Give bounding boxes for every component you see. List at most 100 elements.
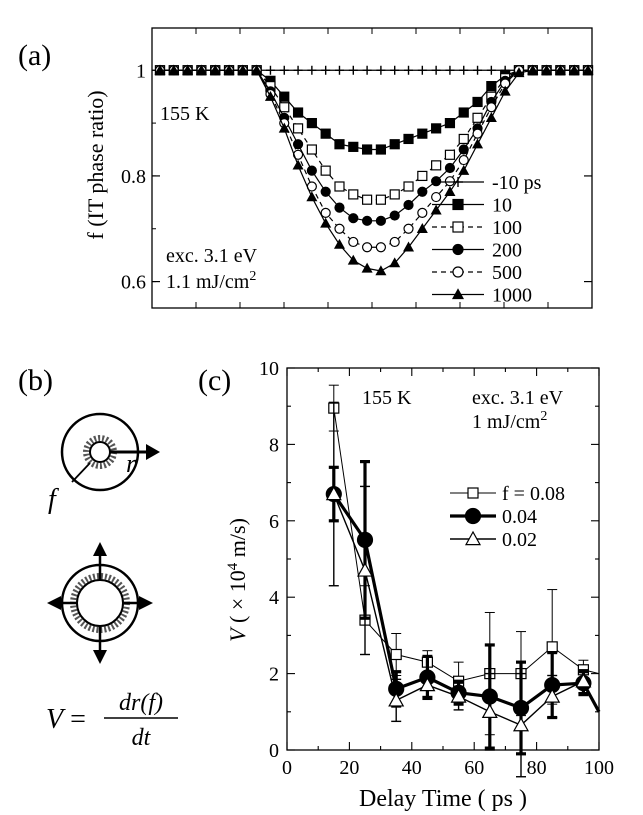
- c-ytick-label: 4: [269, 587, 279, 609]
- a-data-point: [444, 149, 456, 160]
- c-data-point: [388, 692, 405, 707]
- arrow-down: [93, 650, 107, 664]
- a-data-point: [389, 189, 400, 200]
- a-ytick-label: 1: [136, 60, 146, 82]
- a-legend-marker: [452, 243, 464, 256]
- panel-c-ylabel: V ( × 104 m/s): [225, 518, 250, 642]
- f-label: f: [48, 484, 59, 515]
- a-legend-marker: [452, 266, 464, 278]
- a-legend-label: 1000: [492, 285, 532, 307]
- a-data-point: [168, 64, 180, 75]
- panel-c-series: [325, 384, 601, 778]
- a-data-point: [417, 186, 428, 197]
- a-data-point: [430, 204, 442, 215]
- a-data-point: [404, 65, 414, 75]
- a-data-point: [223, 64, 235, 75]
- a-data-point: [375, 265, 387, 276]
- a-data-point: [499, 85, 511, 96]
- a-data-point: [417, 65, 427, 75]
- a-legend-label: 10: [492, 195, 512, 217]
- a-data-point: [320, 165, 331, 176]
- c-data-point: [419, 676, 436, 692]
- a-data-point: [306, 144, 317, 155]
- a-data-point: [334, 223, 345, 234]
- formula-denominator: dt: [132, 725, 152, 751]
- c-ytick-label: 6: [269, 511, 279, 533]
- a-data-point: [279, 65, 289, 75]
- a-legend-label: 100: [492, 217, 522, 239]
- c-data-point: [481, 703, 498, 719]
- a-data-point: [361, 242, 373, 253]
- a-data-point: [431, 65, 441, 75]
- a-data-point: [334, 202, 345, 213]
- a-data-point: [348, 236, 359, 248]
- a-legend-marker: [452, 221, 464, 233]
- c-data-point: [512, 716, 530, 732]
- a-data-point: [292, 123, 304, 134]
- a-legend-label: 500: [492, 262, 522, 284]
- a-data-point: [347, 254, 359, 265]
- a-data-point: [307, 65, 317, 75]
- a-legend-label: -10 ps: [492, 172, 542, 194]
- a-data-point: [361, 262, 373, 273]
- inner-circle-top: [89, 441, 111, 463]
- a-data-point: [361, 215, 373, 226]
- c-xtick-label: 40: [402, 757, 422, 779]
- a-series-line: [160, 69, 588, 272]
- a-data-point: [348, 189, 359, 200]
- c-xtick-label: 0: [282, 757, 292, 779]
- arrow-up: [93, 542, 107, 556]
- a-data-point: [348, 65, 358, 75]
- c-legend-label: 0.02: [502, 529, 537, 551]
- a-data-point: [306, 165, 317, 176]
- c-legend-marker: [467, 487, 479, 499]
- a-data-point: [320, 207, 331, 219]
- c-data-point: [390, 648, 402, 661]
- c-xtick-label: 100: [584, 757, 614, 779]
- a-data-point: [320, 186, 331, 197]
- a-data-point: [376, 65, 386, 75]
- a-data-point: [416, 223, 428, 233]
- a-data-point: [444, 162, 456, 174]
- panel-c-label: (c): [198, 364, 231, 397]
- a-data-point: [293, 65, 303, 75]
- a-data-point: [473, 65, 483, 75]
- a-data-point: [403, 133, 414, 145]
- formula-lhs: V =: [46, 704, 86, 735]
- a-data-point: [361, 194, 373, 205]
- inner-circle-bottom: [76, 579, 124, 627]
- c-legend-label: 0.04: [502, 506, 537, 528]
- a-data-point: [458, 133, 469, 145]
- a-data-point: [348, 213, 359, 224]
- velocity-formula: V = dr(f) dt: [46, 690, 178, 751]
- panel-c-xlabel: Delay Time ( ps ): [359, 786, 527, 812]
- a-data-point: [458, 164, 470, 175]
- a-data-point: [486, 65, 496, 75]
- a-data-point: [251, 64, 263, 75]
- c-ytick-label: 0: [269, 740, 279, 762]
- r-arrowhead: [146, 444, 160, 460]
- c-xtick-label: 20: [339, 757, 359, 779]
- a-series-line: [160, 69, 588, 222]
- panel-c-temperature: 155 K: [362, 387, 412, 409]
- panel-b-diagram-bottom: [47, 542, 153, 664]
- c-ytick-label: 10: [259, 358, 279, 380]
- a-data-point: [458, 154, 469, 166]
- a-data-point: [389, 257, 401, 268]
- a-data-point: [333, 238, 346, 249]
- a-data-point: [472, 138, 484, 149]
- panel-c-legend: f = 0.080.040.02: [450, 483, 565, 551]
- a-data-point: [306, 117, 317, 129]
- c-series-line: [332, 493, 601, 713]
- a-data-point: [486, 81, 497, 92]
- arrow-left: [47, 596, 61, 610]
- panel-c-exc-line2: 1 mJ/cm2: [472, 409, 547, 433]
- c-legend-marker: [464, 530, 482, 546]
- a-legend-marker: [452, 198, 464, 211]
- a-data-point: [375, 144, 387, 155]
- a-data-point: [334, 65, 344, 75]
- panel-c-exc-line1: exc. 3.1 eV: [472, 387, 564, 409]
